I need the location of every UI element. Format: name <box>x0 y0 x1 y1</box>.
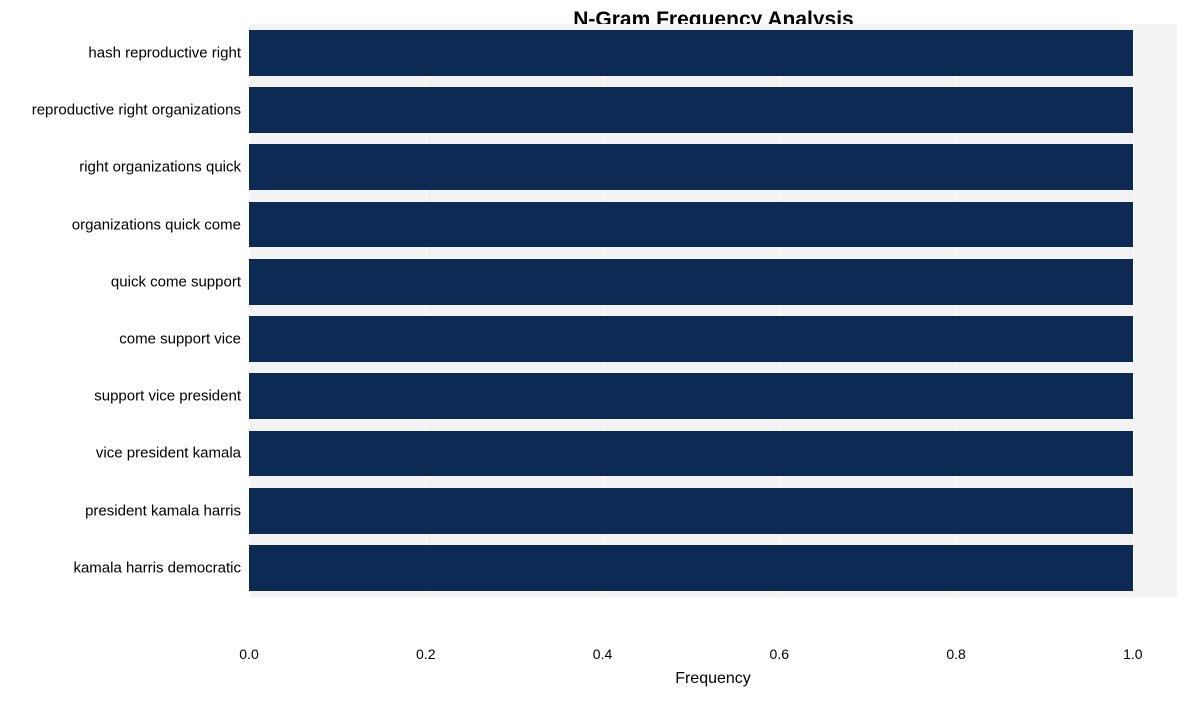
x-tick-label: 1.0 <box>1123 646 1142 662</box>
x-tick-label: 0.8 <box>946 646 965 662</box>
y-tick-label: support vice president <box>0 388 241 405</box>
y-tick-label: hash reproductive right <box>0 44 241 61</box>
y-tick-label: president kamala harris <box>0 502 241 519</box>
x-tick-label: 0.4 <box>593 646 612 662</box>
bar <box>249 488 1133 534</box>
x-axis-label: Frequency <box>249 670 1177 688</box>
y-tick-label: vice president kamala <box>0 445 241 462</box>
y-tick-label: organizations quick come <box>0 216 241 233</box>
bar <box>249 431 1133 477</box>
bar <box>249 144 1133 190</box>
y-tick-label: come support vice <box>0 331 241 348</box>
y-tick-label: reproductive right organizations <box>0 102 241 119</box>
bar <box>249 373 1133 419</box>
bar <box>249 316 1133 362</box>
x-tick-label: 0.0 <box>239 646 258 662</box>
plot-area <box>249 40 1177 638</box>
bar <box>249 202 1133 248</box>
y-tick-label: right organizations quick <box>0 159 241 176</box>
x-tick-label: 0.6 <box>770 646 789 662</box>
y-tick-label: kamala harris democratic <box>0 559 241 576</box>
bar <box>249 259 1133 305</box>
bar <box>249 545 1133 591</box>
y-tick-label: quick come support <box>0 273 241 290</box>
bar <box>249 30 1133 76</box>
x-tick-label: 0.2 <box>416 646 435 662</box>
bar <box>249 87 1133 133</box>
